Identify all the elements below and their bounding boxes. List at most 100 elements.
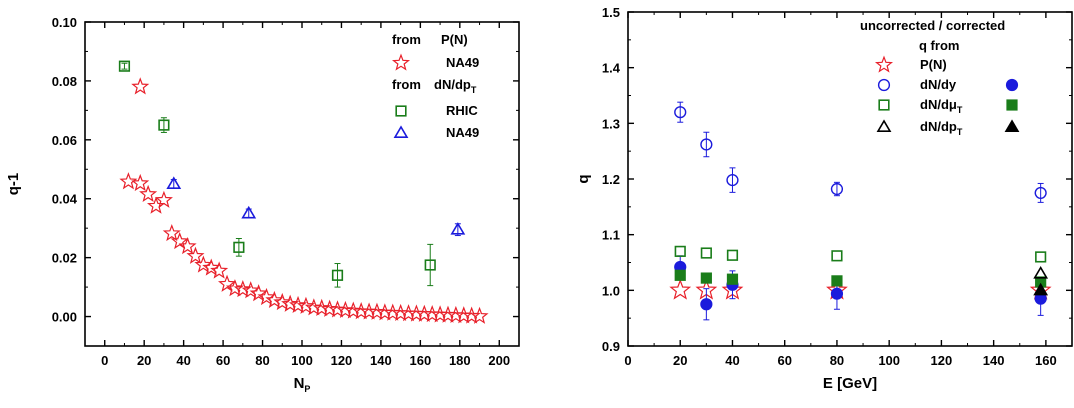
y-tick-label: 1.5 [602, 5, 620, 20]
x-tick-label: 100 [878, 353, 900, 368]
x-tick-label: 20 [137, 353, 151, 368]
series-3 [118, 60, 436, 288]
legend-entry-label: dN/dμT [920, 97, 963, 115]
data-point [178, 236, 197, 255]
x-tick-label: 80 [830, 353, 844, 368]
y-tick-label: 0.04 [52, 192, 78, 207]
data-point [186, 246, 205, 264]
x-tick-label: 140 [370, 353, 392, 368]
x-tick-label: 80 [255, 353, 269, 368]
y-tick-label: 0.10 [52, 15, 77, 30]
y-tick-label: 0.00 [52, 310, 77, 325]
legend: uncorrected / corrected q from P(N) dN/dy dN… [860, 18, 1020, 137]
x-tick-label: 160 [1035, 353, 1057, 368]
legend-entry-rhic: RHIC [446, 103, 478, 118]
series-1 [119, 172, 489, 324]
data-point [669, 278, 692, 300]
x-tick-label: 120 [931, 353, 953, 368]
legend-marker-open [877, 78, 891, 92]
x-tick-label: 140 [983, 353, 1005, 368]
y-tick-label: 1.3 [602, 116, 620, 131]
data-point [225, 279, 244, 297]
legend-entry-na49-star: NA49 [446, 55, 479, 70]
legend-marker-square [395, 105, 407, 117]
x-tick-label: 20 [673, 353, 687, 368]
data-point [830, 182, 844, 196]
legend-entry-label-sub: T [957, 127, 963, 137]
series-3 [674, 255, 1047, 321]
x-axis-title: NP [294, 375, 311, 394]
data-point [726, 273, 739, 285]
data-point [241, 205, 257, 219]
series-2 [131, 77, 150, 95]
data-point [1034, 186, 1047, 200]
data-point [470, 306, 489, 324]
y-tick-label: 0.02 [52, 251, 77, 266]
data-point [674, 106, 687, 119]
legend-header: uncorrected / corrected [860, 18, 1005, 33]
y-tick-label: 0.9 [602, 339, 620, 354]
series-2 [674, 101, 1047, 203]
y-tick-label: 1.1 [602, 228, 620, 243]
data-point [674, 269, 686, 281]
data-point [700, 247, 712, 259]
legend: from P(N) NA49 from dN/dpT RHIC NA49 [391, 32, 479, 140]
data-point [233, 241, 245, 253]
data-point [139, 184, 158, 202]
y-tick-label: 1.2 [602, 172, 620, 187]
data-point [726, 249, 739, 261]
series-6 [1033, 266, 1049, 279]
legend-group-label-main: dN/dp [434, 77, 471, 92]
data-point [726, 174, 739, 187]
data-point [194, 255, 213, 273]
data-point [1035, 251, 1047, 263]
legend-subheader: q from [919, 38, 959, 53]
x-tick-label: 0 [101, 353, 108, 368]
legend-marker-filled [1005, 78, 1019, 92]
legend-entry-label: dN/dpT [920, 119, 963, 137]
data-point [700, 272, 712, 284]
series-4 [674, 245, 1047, 263]
y-tick-label: 1.4 [602, 61, 621, 76]
data-point [1033, 282, 1049, 296]
legend-marker-open [876, 119, 892, 132]
data-point [154, 190, 173, 208]
legend-marker-filled [1004, 119, 1020, 132]
legend-entry-label-main: dN/dp [920, 119, 957, 134]
data-point [281, 294, 300, 312]
x-tick-label: 160 [410, 353, 432, 368]
data-point [158, 119, 170, 131]
x-axis-title-main: N [294, 375, 305, 392]
legend-marker-open [874, 55, 894, 73]
legend-entry-na49-triangle: NA49 [446, 125, 479, 140]
series-5 [674, 269, 1047, 288]
data-point [218, 274, 237, 292]
x-tick-label: 60 [777, 353, 791, 368]
data-point [674, 245, 686, 257]
data-point [162, 223, 181, 242]
x-tick-label: 100 [291, 353, 313, 368]
x-axis-title: E [GeV] [823, 375, 877, 392]
legend-marker-open [878, 99, 890, 111]
data-point [210, 261, 229, 279]
legend-marker-filled [1006, 99, 1018, 111]
data-point [830, 287, 844, 300]
y-axis-title: q [575, 174, 592, 183]
legend-group-prefix: from [392, 77, 421, 92]
legend-group-label: dN/dpT [434, 77, 477, 95]
data-point [241, 281, 260, 299]
legend-group-prefix: from [392, 32, 421, 47]
chart-panel-1: 0 20 40 60 80 100 120 140 160 180 200 0.00 0.02 0.04 0… [5, 15, 520, 394]
legend-entry-label: dN/dy [920, 77, 957, 92]
legend-entry-label: P(N) [920, 57, 947, 72]
y-tick-label: 0.06 [52, 133, 77, 148]
data-point [831, 275, 843, 287]
plot-frame [84, 21, 520, 347]
data-point [450, 222, 466, 235]
legend-group-label: P(N) [441, 32, 468, 47]
y-tick-label: 1.0 [602, 283, 620, 298]
x-tick-label: 200 [488, 353, 510, 368]
x-tick-label: 120 [331, 353, 353, 368]
data-point [249, 284, 268, 302]
